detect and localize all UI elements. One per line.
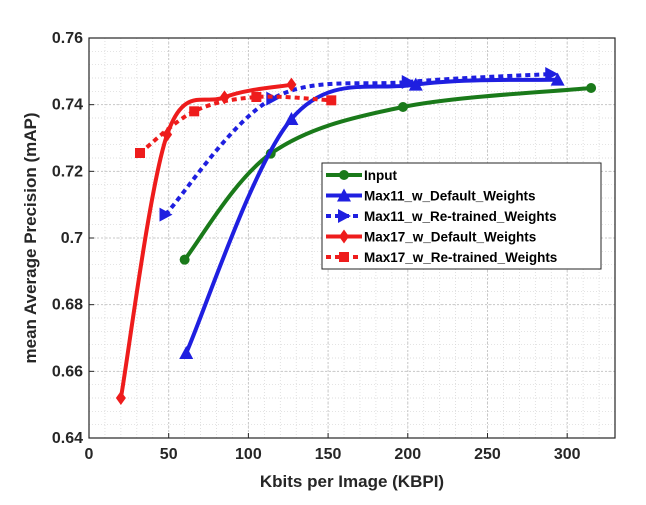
data-point-series-2 [408, 77, 423, 91]
ticks-layer: 0 50 100 150 200 250 300 0.64 0.66 0.68 0.7 0.72 0.7… [52, 30, 581, 463]
series-layer [115, 67, 597, 405]
data-point-series-1 [398, 102, 409, 112]
data-point-series-3 [401, 75, 415, 89]
y-tick-label: 0.64 [52, 430, 83, 447]
series-line-3 [164, 72, 552, 217]
data-point-series-5 [326, 95, 337, 106]
y-axis-title: mean Average Precision (mAP) [21, 113, 40, 364]
series-line-1 [183, 86, 592, 261]
data-point-series-5 [189, 106, 200, 117]
legend-swatch-marker [339, 252, 349, 262]
y-tick-label: 0.72 [52, 163, 83, 180]
x-tick-label: 100 [235, 446, 262, 463]
x-tick-label: 50 [160, 446, 178, 463]
legend-swatch-marker [339, 229, 349, 244]
legend-swatch-marker [338, 209, 351, 223]
legend: Input Max11_w_Default_Weights Max11_w_Re-t… [321, 162, 602, 270]
data-point-series-4 [162, 127, 173, 142]
legend-label: Max11_w_Re-trained_Weights [364, 209, 557, 224]
y-tick-label: 0.66 [52, 363, 83, 380]
legend-label: Max11_w_Default_Weights [364, 189, 536, 204]
x-tick-label: 250 [474, 446, 501, 463]
x-tick-label: 200 [394, 446, 421, 463]
legend-label: Max17_w_Default_Weights [364, 230, 536, 245]
data-point-series-2 [179, 346, 194, 359]
series-line-5 [138, 94, 332, 155]
legend-label: Max17_w_Re-trained_Weights [364, 250, 557, 265]
legend-swatch-marker [339, 170, 349, 180]
legend-swatch-marker [337, 188, 351, 202]
x-tick-label: 150 [315, 446, 342, 463]
y-tick-label: 0.74 [52, 97, 83, 114]
x-axis-title: Kbits per Image (KBPI) [260, 472, 444, 491]
data-point-series-5 [251, 92, 262, 102]
data-point-series-2 [550, 72, 565, 86]
legend-box [321, 162, 602, 270]
series-line-2 [184, 77, 558, 354]
y-tick-label: 0.7 [61, 230, 83, 247]
y-tick-label: 0.68 [52, 297, 83, 314]
data-point-series-5 [135, 148, 146, 158]
x-tick-label: 300 [554, 446, 581, 463]
data-point-series-1 [586, 83, 597, 93]
data-point-series-4 [115, 391, 126, 405]
data-point-series-3 [159, 207, 173, 222]
data-point-series-1 [179, 254, 190, 265]
data-point-series-4 [286, 77, 297, 92]
legend-label: Input [364, 168, 397, 183]
data-point-series-2 [284, 112, 299, 125]
data-point-series-3 [545, 67, 559, 81]
x-tick-label: 0 [85, 446, 94, 463]
y-tick-label: 0.76 [52, 30, 83, 47]
series-line-4 [118, 82, 292, 399]
